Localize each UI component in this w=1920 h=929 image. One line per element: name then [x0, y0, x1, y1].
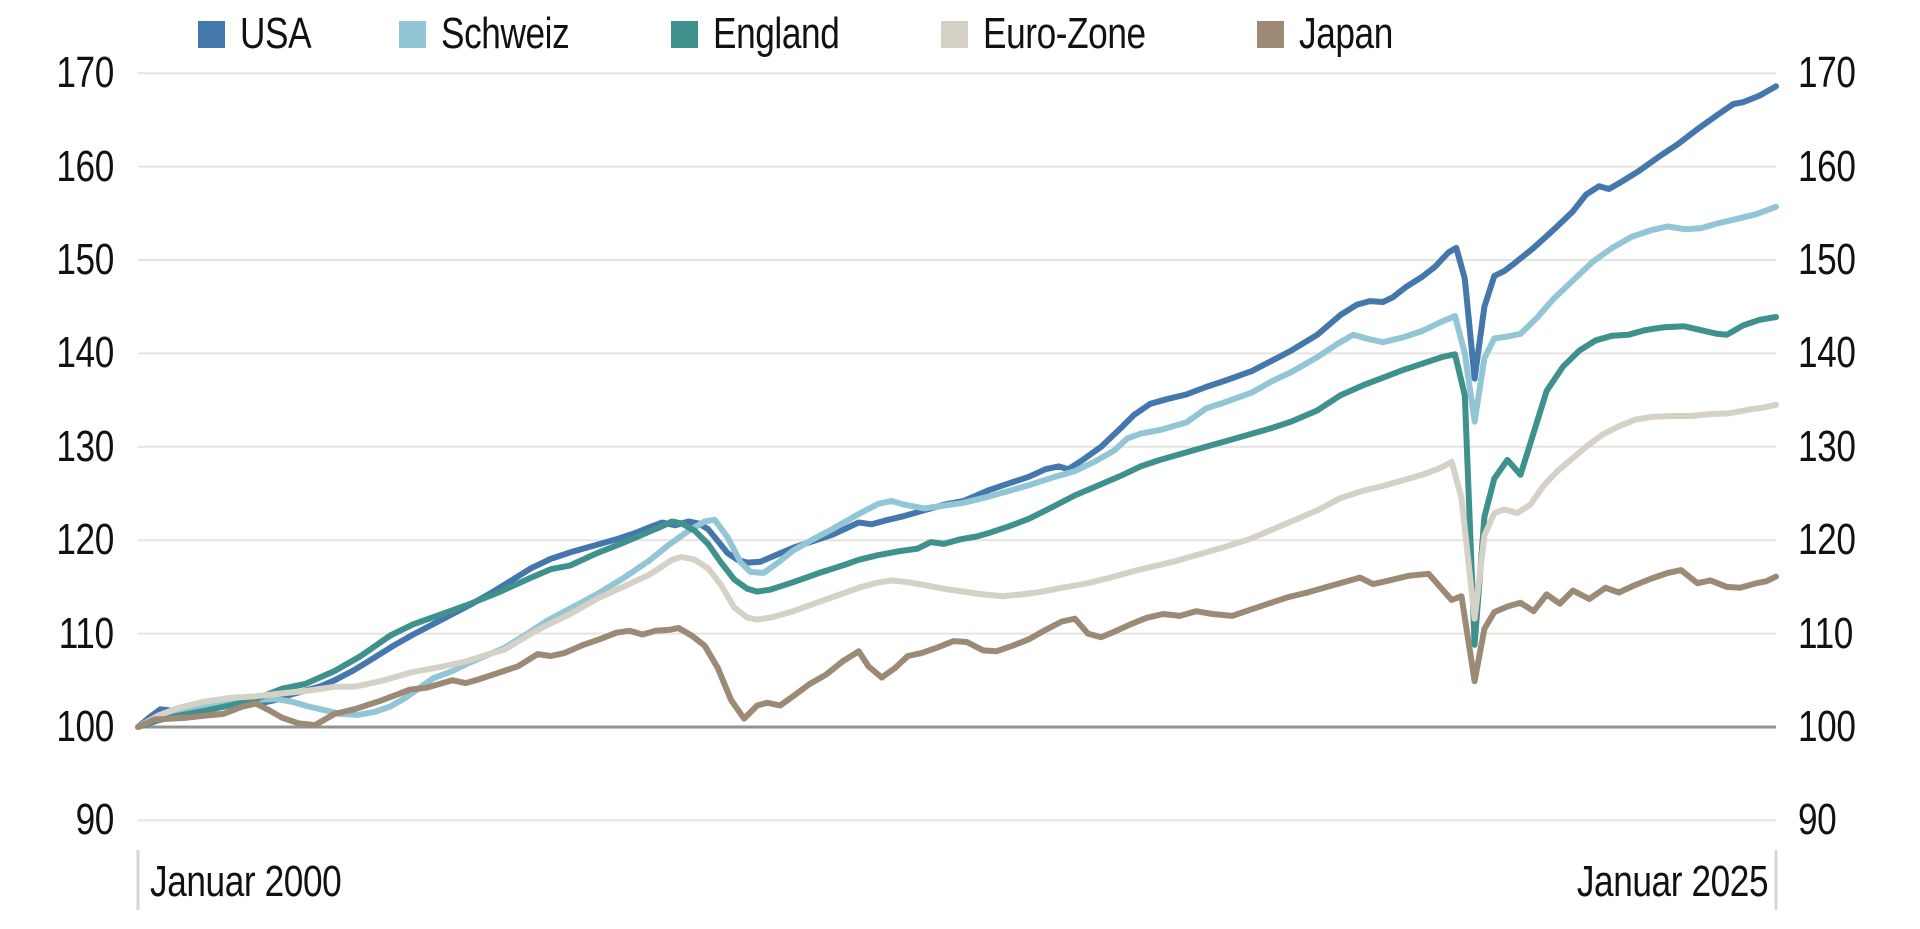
y-axis-tick-value: 90 [75, 795, 115, 845]
legend-label-euro-zone: Euro-Zone [983, 9, 1147, 58]
y-axis-label-right-150: 150 [1798, 235, 1920, 285]
legend-item-england: England [671, 8, 871, 60]
series-line-euro-zone [135, 401, 1779, 730]
y-axis-label-right-120: 120 [1798, 515, 1920, 565]
series-line-japan [135, 567, 1779, 730]
y-axis-tick-value: 150 [1798, 235, 1856, 284]
legend-label-japan: Japan [1298, 9, 1393, 58]
y-axis-label-right-130: 130 [1798, 422, 1920, 472]
y-axis-tick-value: 160 [56, 141, 114, 191]
y-axis-tick-value: 130 [1798, 421, 1856, 471]
y-axis-tick-value: 120 [56, 515, 114, 565]
y-axis-tick-value: 100 [56, 702, 114, 751]
y-axis-label-left-170: 170 [0, 48, 114, 98]
y-axis-label-left-90: 90 [0, 795, 115, 845]
x-axis-label-start: Januar 2000 [150, 856, 389, 908]
legend-swatch-euro-zone [941, 20, 969, 48]
y-axis-label-left-160: 160 [0, 142, 114, 192]
legend-item-schweiz: Schweiz [398, 8, 601, 60]
y-axis-label-right-110: 110 [1798, 609, 1920, 659]
y-axis-label-right-100: 100 [1798, 702, 1920, 752]
y-axis-tick-value: 100 [1798, 702, 1856, 751]
legend-item-japan: Japan [1256, 8, 1416, 60]
x-axis-label-end-text: Januar 2025 [1576, 857, 1769, 906]
legend-swatch-usa [198, 20, 225, 48]
y-axis-label-right-90: 90 [1798, 795, 1920, 845]
y-axis-tick-value: 110 [1798, 608, 1853, 658]
legend-item-euro-zone: Euro-Zone [941, 8, 1186, 60]
y-axis-label-right-170: 170 [1798, 48, 1920, 98]
y-axis-tick-value: 140 [56, 328, 114, 378]
y-axis-label-right-160: 160 [1798, 142, 1920, 192]
series-line-usa [135, 83, 1779, 730]
y-axis-tick-value: 160 [1798, 141, 1856, 191]
y-axis-tick-value: 140 [1798, 328, 1856, 378]
y-axis-tick-value: 170 [1798, 48, 1856, 98]
y-axis-label-left-130: 130 [0, 422, 114, 472]
y-axis-tick-value: 90 [1798, 795, 1837, 845]
y-axis-label-right-140: 140 [1798, 328, 1920, 378]
legend-swatch-japan [1256, 20, 1284, 48]
legend-label-england: England [713, 9, 840, 58]
legend-swatch-england [671, 20, 699, 48]
y-axis-tick-value: 130 [56, 421, 114, 471]
y-axis-label-left-120: 120 [0, 515, 114, 565]
y-axis-tick-value: 110 [59, 608, 114, 658]
x-axis-label-start-text: Januar 2000 [150, 857, 342, 906]
y-axis-label-left-140: 140 [0, 328, 114, 378]
y-axis-tick-value: 150 [56, 235, 114, 284]
y-axis-label-left-150: 150 [0, 235, 114, 285]
legend-label-schweiz: Schweiz [440, 9, 570, 58]
legend-item-usa: USA [198, 8, 329, 60]
y-axis-label-left-110: 110 [0, 609, 114, 659]
y-axis-tick-value: 170 [56, 48, 114, 98]
legend-swatch-schweiz [398, 20, 426, 48]
y-axis-label-left-100: 100 [0, 702, 114, 752]
x-axis-label-end: Januar 2025 [1529, 856, 1769, 908]
series-line-england [135, 314, 1779, 730]
chart-legend: USA Schweiz England Euro-Zone Japan [198, 8, 1416, 60]
series-line-schweiz [135, 203, 1779, 730]
legend-label-usa: USA [240, 9, 312, 58]
y-axis-tick-value: 120 [1798, 515, 1856, 565]
